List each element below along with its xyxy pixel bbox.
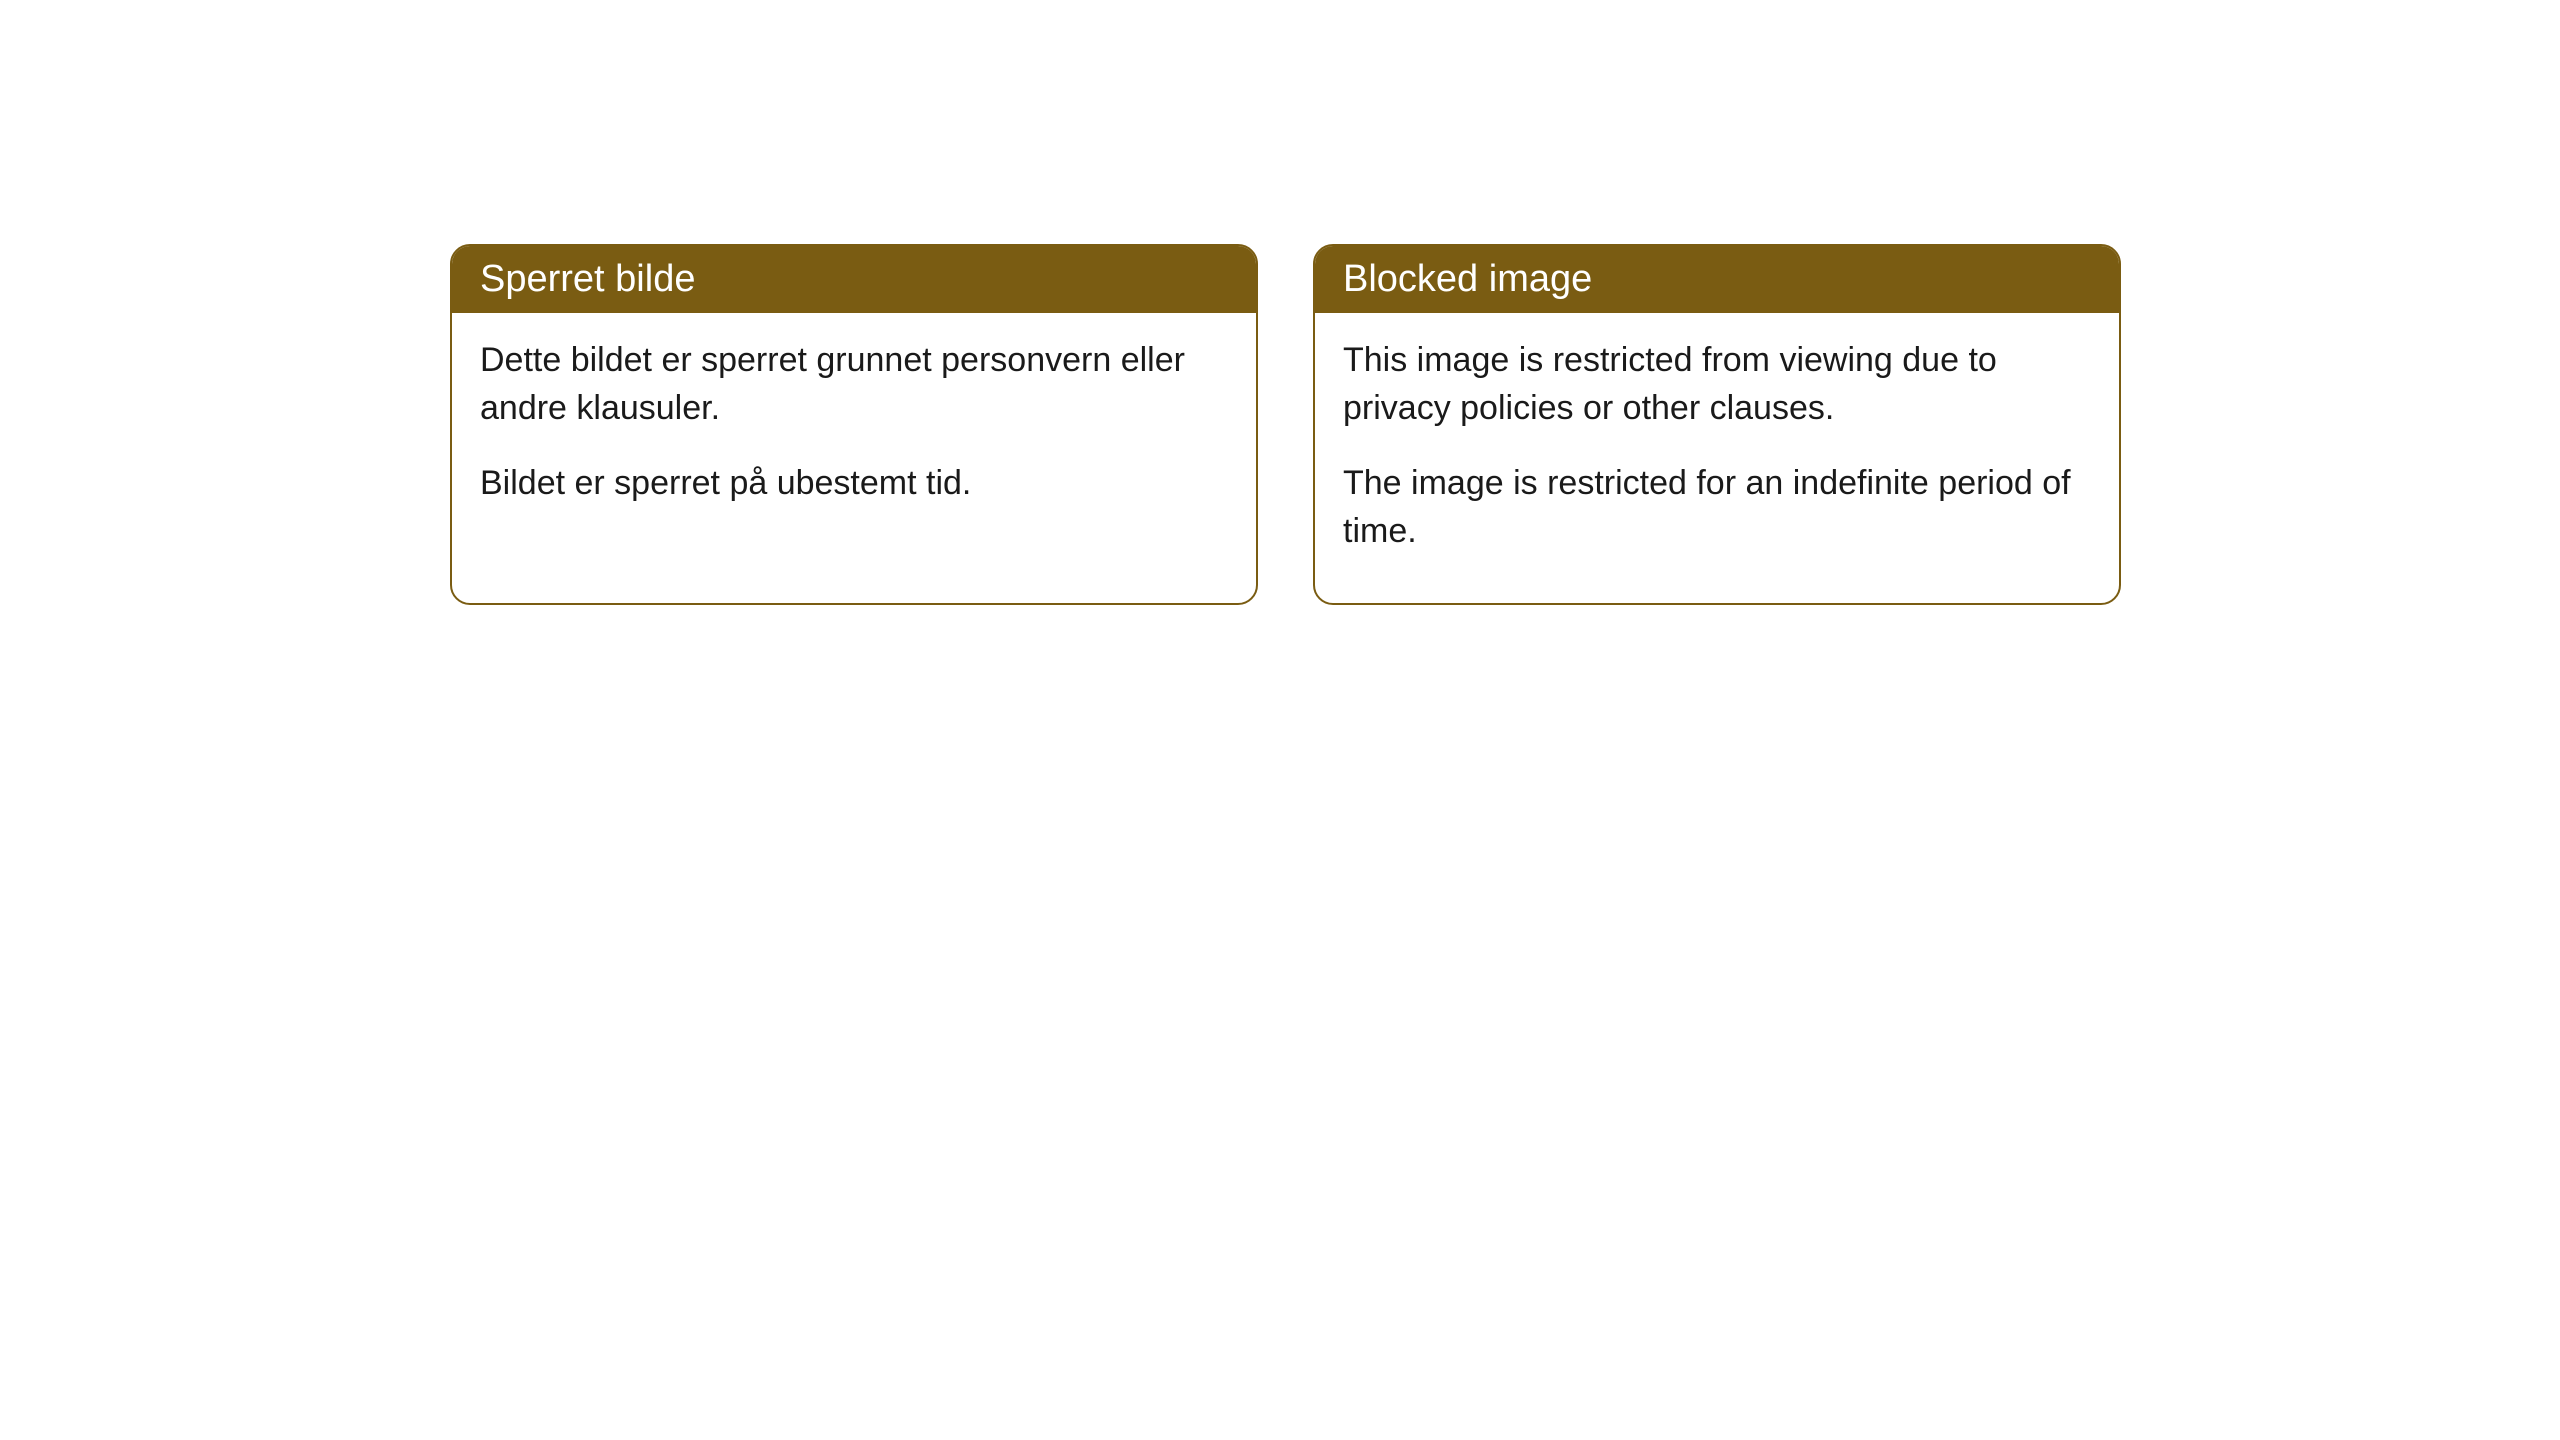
- notice-cards-container: Sperret bilde Dette bildet er sperret gr…: [450, 244, 2121, 605]
- card-paragraph: Dette bildet er sperret grunnet personve…: [480, 337, 1228, 432]
- card-paragraph: Bildet er sperret på ubestemt tid.: [480, 460, 1228, 508]
- card-body: This image is restricted from viewing du…: [1315, 313, 2119, 603]
- card-header: Blocked image: [1315, 246, 2119, 313]
- notice-card-norwegian: Sperret bilde Dette bildet er sperret gr…: [450, 244, 1258, 605]
- card-paragraph: This image is restricted from viewing du…: [1343, 337, 2091, 432]
- card-header: Sperret bilde: [452, 246, 1256, 313]
- card-body: Dette bildet er sperret grunnet personve…: [452, 313, 1256, 556]
- card-paragraph: The image is restricted for an indefinit…: [1343, 460, 2091, 555]
- card-title: Blocked image: [1343, 258, 1592, 300]
- card-title: Sperret bilde: [480, 258, 695, 300]
- notice-card-english: Blocked image This image is restricted f…: [1313, 244, 2121, 605]
